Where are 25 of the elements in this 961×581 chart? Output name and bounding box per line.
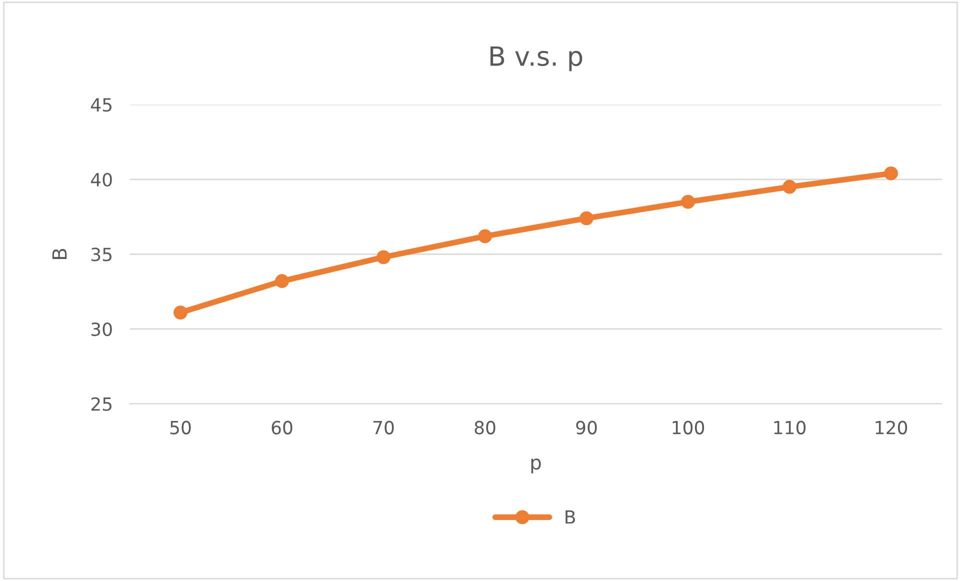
x-tick-label: 90 (576, 420, 597, 434)
y-tick-label: 35 (91, 248, 112, 262)
x-tick-label: 110 (774, 420, 806, 434)
point (174, 306, 188, 320)
y-axis-title: B (52, 248, 67, 259)
x-tick-label: 100 (672, 420, 704, 434)
x-tick-label: 120 (876, 420, 908, 434)
y-tick-label: 25 (91, 397, 112, 411)
point (681, 194, 695, 209)
x-tick-label: 50 (170, 420, 191, 434)
y-tick-label: 45 (90, 98, 112, 112)
x-tick-label: 80 (474, 420, 496, 434)
x-tick-label: 70 (373, 420, 394, 434)
point (884, 166, 898, 180)
chart-title: B v.s. p (490, 46, 582, 72)
y-tick-label: 30 (91, 322, 112, 336)
point (782, 180, 796, 194)
legend-label: B (566, 510, 575, 524)
point (478, 229, 492, 244)
point (275, 274, 289, 288)
x-axis-title: p (531, 458, 541, 474)
point (376, 250, 390, 264)
point (580, 211, 594, 226)
x-tick-label: 60 (272, 420, 292, 434)
y-tick-label: 40 (90, 172, 112, 186)
